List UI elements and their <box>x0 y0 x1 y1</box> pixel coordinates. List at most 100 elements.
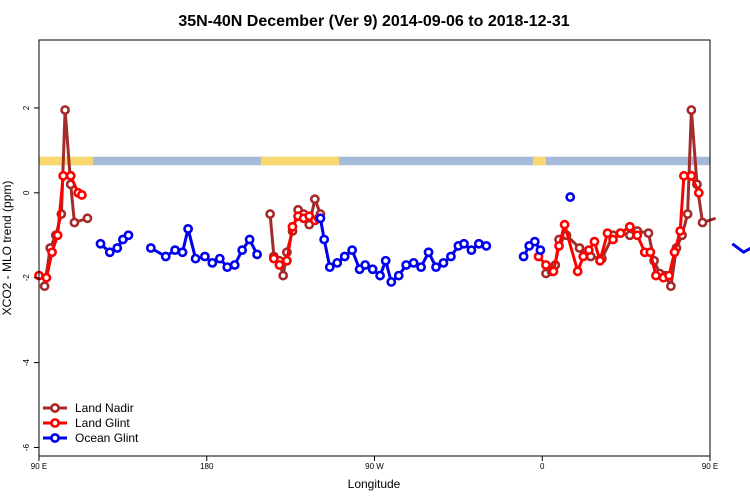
legend-label: Land Nadir <box>75 401 134 415</box>
ocean-glint-line <box>318 218 487 284</box>
ocean-glint-point <box>229 260 240 270</box>
x-axis: 90 E 180 90 W 0 90 E <box>31 456 718 471</box>
x-tick-label: 90 W <box>365 462 384 471</box>
series-land-nadir <box>39 105 717 292</box>
y-tick-label: -4 <box>22 359 31 367</box>
ocean-glint-point <box>431 262 441 273</box>
land-glint-point <box>559 219 570 230</box>
ocean-glint-point <box>123 230 134 241</box>
land-nadir-point <box>686 105 697 115</box>
ocean-glint-point <box>375 270 385 281</box>
series-ocean-glint <box>95 192 750 287</box>
ocean-glint-point <box>324 262 335 273</box>
ocean-glint-point <box>145 243 156 253</box>
y-tick-label: -2 <box>22 274 31 282</box>
y-axis-label: XCO2 - MLO trend (ppm) <box>0 181 14 316</box>
land-glint-point <box>595 255 605 266</box>
land-glint-point <box>281 255 292 266</box>
ocean-glint-point <box>438 257 449 268</box>
ocean-glint-point <box>529 236 540 247</box>
land-ocean-band <box>39 156 710 166</box>
land-glint-point <box>651 270 661 281</box>
land-glint-point <box>693 187 704 198</box>
ocean-band <box>39 156 710 166</box>
land-glint-point <box>632 230 643 241</box>
legend-marker <box>50 403 60 413</box>
legend-marker <box>50 418 60 428</box>
legend-item-ocean-glint: Ocean Glint <box>43 431 139 445</box>
series-layer <box>34 105 750 292</box>
y-tick-label: 0 <box>22 190 31 195</box>
land-glint-point <box>669 247 680 258</box>
land-glint-point <box>65 170 76 181</box>
ocean-glint-point <box>104 247 115 258</box>
ocean-glint-point <box>360 260 371 270</box>
land-nadir-point <box>265 209 276 219</box>
ocean-glint-point <box>416 262 426 273</box>
ocean-glint-point <box>190 253 201 264</box>
ocean-glint-point <box>214 253 225 264</box>
land-nadir-point <box>278 270 289 281</box>
legend-item-land-nadir: Land Nadir <box>43 401 134 415</box>
ocean-glint-point <box>367 264 378 275</box>
ocean-glint-point <box>347 245 358 256</box>
land-glint-point <box>572 266 583 277</box>
ocean-glint-point <box>408 257 419 268</box>
land-glint-point <box>686 170 697 181</box>
land-glint-point <box>624 221 635 232</box>
land-glint-point <box>664 270 674 281</box>
ocean-glint-point <box>199 251 210 262</box>
land-band-segment <box>39 156 94 166</box>
ocean-glint-point <box>423 247 434 258</box>
plot-frame <box>38 39 711 457</box>
land-band-segment <box>260 156 340 166</box>
land-glint-point <box>589 236 600 247</box>
ocean-glint-point <box>319 234 330 245</box>
land-nadir-point <box>682 209 693 219</box>
ocean-glint-point <box>401 260 412 270</box>
x-tick-label: 0 <box>540 462 545 471</box>
land-glint-point <box>602 228 613 239</box>
ocean-glint-point <box>393 270 404 281</box>
y-tick-label: -6 <box>22 443 31 451</box>
ocean-glint-point <box>535 245 546 256</box>
land-glint-point <box>608 234 618 245</box>
land-nadir-point <box>82 213 93 224</box>
land-nadir-point <box>574 243 585 253</box>
land-nadir-point <box>643 228 654 239</box>
land-glint-point <box>76 190 87 200</box>
ocean-glint-point <box>473 238 484 249</box>
land-glint-point <box>675 226 686 236</box>
land-nadir-point <box>69 217 80 228</box>
ocean-glint-point <box>95 238 106 249</box>
legend-label: Ocean Glint <box>75 431 139 445</box>
land-nadir-point <box>309 194 320 205</box>
ocean-glint-point <box>252 249 262 260</box>
land-glint-point <box>274 260 285 270</box>
y-axis: 2 0 -2 -4 -6 <box>22 105 39 451</box>
ocean-glint-point <box>332 257 343 268</box>
ocean-glint-point <box>222 262 233 273</box>
x-tick-label: 90 E <box>31 462 47 471</box>
ocean-glint-point <box>459 238 469 249</box>
legend-marker <box>50 433 60 443</box>
land-glint-point <box>268 253 279 264</box>
land-nadir-point <box>39 281 50 292</box>
ocean-glint-point <box>386 277 397 287</box>
land-glint-point <box>47 247 57 258</box>
ocean-glint-point <box>207 257 218 268</box>
ocean-glint-point <box>565 192 576 202</box>
legend-label: Land Glint <box>75 416 130 430</box>
land-glint-point <box>645 247 656 258</box>
land-glint-point <box>679 170 689 181</box>
land-glint-point <box>554 240 564 251</box>
ocean-glint-point <box>446 251 456 262</box>
ocean-glint-point <box>177 247 188 258</box>
ocean-glint-point <box>481 240 492 251</box>
ocean-glint-point <box>112 243 123 253</box>
ocean-glint-point <box>183 223 194 234</box>
land-glint-point <box>548 266 559 277</box>
ocean-glint-point <box>170 245 180 256</box>
